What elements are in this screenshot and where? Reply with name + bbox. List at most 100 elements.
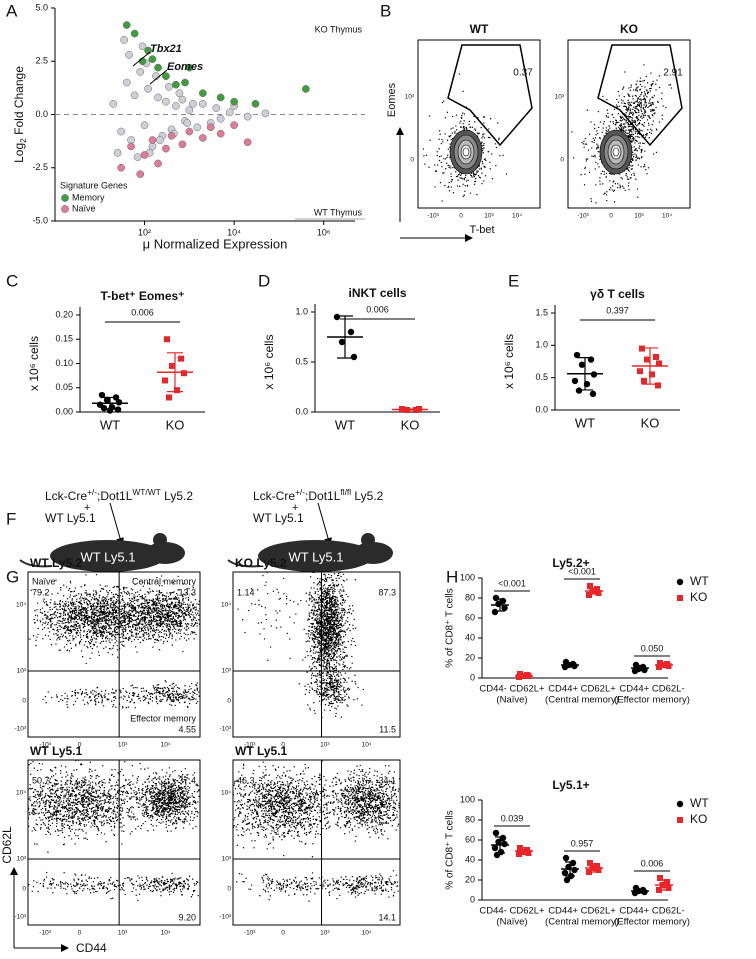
x-tick-label: CD44+ CD62L+: [548, 906, 616, 917]
genotype-part: Ly5.2: [161, 489, 194, 503]
quadrant-value: 9.20: [178, 912, 196, 922]
sd-bar: [635, 888, 645, 894]
legend-label: KO: [690, 590, 707, 604]
flow-frame: [417, 39, 541, 209]
panel-letter: D: [258, 271, 270, 290]
point: [575, 387, 583, 394]
point: [140, 121, 149, 130]
legend-marker: [676, 578, 684, 586]
tick-label: 10³: [118, 742, 128, 749]
point: [154, 63, 162, 72]
y-tick-label: 0.5: [535, 372, 548, 382]
flow-density: [232, 760, 383, 858]
p-value: 0.006: [366, 304, 389, 314]
point: [491, 844, 499, 852]
gate: [597, 44, 683, 147]
x-axis-label: μ Normalized Expression: [143, 236, 288, 251]
y-tick-label: 1.0: [295, 306, 308, 316]
mouse: [19, 533, 185, 572]
flow-density: [236, 872, 365, 902]
chart-title: iNKT cells: [348, 286, 406, 300]
quadrant-value: 34.1: [378, 775, 396, 785]
point: [261, 109, 270, 118]
x-tick-label: CD44- CD62L+: [479, 684, 545, 695]
point: [185, 63, 194, 72]
genotype-part: Ly5.2: [351, 489, 384, 503]
point: [181, 370, 187, 377]
quadrant-value: 79.2: [32, 587, 50, 597]
point: [216, 93, 225, 102]
axis-label: CD62L: [0, 826, 14, 864]
host: WT Ly5.1: [289, 549, 344, 564]
legend-label: Naïve: [72, 203, 96, 213]
point: [183, 119, 192, 127]
point: [98, 391, 106, 399]
panel-letter: B: [380, 1, 391, 20]
tick-label: 10³: [484, 213, 494, 220]
point: [189, 100, 197, 108]
point: [562, 854, 570, 862]
sd-bar: [519, 847, 529, 855]
x-tick-label: CD44+ CD62L-: [619, 906, 684, 917]
y-tick-label: 20: [465, 874, 475, 884]
flow-density: [628, 64, 673, 134]
genotype-part: WT/WT: [132, 487, 160, 497]
p-value: 0.039: [501, 813, 524, 823]
legend-marker: [677, 817, 683, 823]
y-tick-label: 0.15: [55, 334, 73, 344]
legend-title: Signature Genes: [60, 180, 128, 190]
point: [148, 142, 157, 151]
legend-label: Memory: [72, 192, 105, 202]
sd-bar: [495, 598, 505, 612]
genotype-part: +/-: [87, 487, 97, 497]
y-tick-label: 100: [460, 572, 475, 582]
tick-label: 10³: [222, 668, 232, 675]
point: [162, 377, 168, 384]
panel-letter: H: [446, 567, 458, 586]
tick-label: 0: [410, 157, 414, 164]
point: [525, 850, 532, 856]
annotation: KO Thymus: [315, 24, 363, 34]
y-tick-label: 0.00: [55, 406, 73, 416]
point: [216, 114, 225, 123]
quadrant-value: 11.5: [379, 724, 396, 734]
point: [347, 328, 355, 336]
flow-density: [122, 680, 200, 709]
flow-density: [109, 575, 201, 653]
point: [216, 129, 225, 138]
legend-marker: [677, 595, 683, 601]
plus: +: [84, 502, 90, 514]
y-axis-label: % of CD8⁺ T cells: [445, 810, 456, 889]
point: [495, 838, 502, 846]
point: [665, 885, 672, 891]
y-axis-label: x 10⁶ cells: [262, 335, 276, 390]
point: [573, 351, 581, 359]
genotype-part: fl/fl: [340, 487, 351, 497]
y-tick-label: 2.5: [35, 56, 48, 66]
contour: [462, 147, 470, 157]
point: [172, 80, 180, 89]
point: [653, 353, 659, 360]
genotype: Lck-Cre+/-;Dot1LWT/WT Ly5.2: [45, 487, 193, 503]
tick-label: 0: [281, 930, 285, 937]
point: [185, 127, 194, 136]
point: [338, 338, 346, 346]
tick-label: 10⁴: [662, 213, 672, 220]
quadrant-value: 87.3: [378, 587, 396, 597]
flow-density: [27, 573, 192, 665]
point: [589, 390, 597, 398]
point: [644, 356, 650, 363]
chart-title: Ly5.2+: [552, 556, 589, 570]
flow-density: [316, 759, 401, 842]
plot-title: KO Ly5.2: [235, 556, 287, 570]
tick-label: 10³: [555, 94, 565, 101]
point: [174, 387, 180, 394]
genotype-part: +/-: [295, 487, 305, 497]
tick-label: 0: [22, 885, 26, 892]
y-axis-label: % of CD8⁺ T cells: [445, 588, 456, 667]
arrow: [109, 502, 124, 546]
tick-label: 0: [78, 930, 82, 937]
tick-label: 10⁴: [362, 930, 372, 937]
point: [140, 151, 149, 159]
